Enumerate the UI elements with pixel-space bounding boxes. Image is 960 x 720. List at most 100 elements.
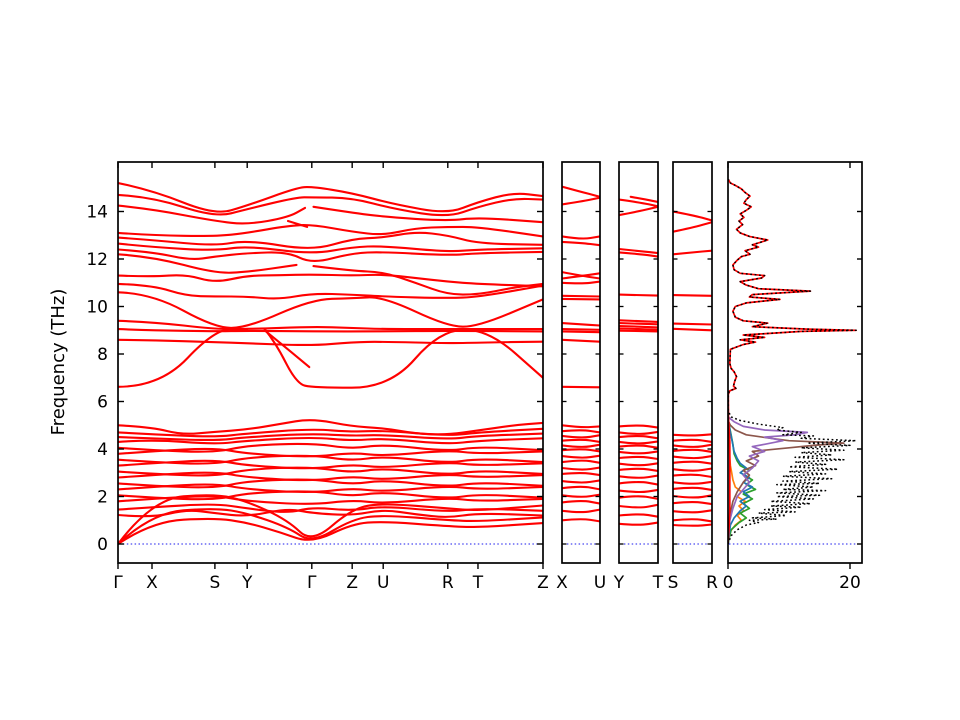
phonon-band bbox=[562, 493, 600, 498]
phonon-band bbox=[118, 248, 543, 262]
phonon-band bbox=[562, 518, 600, 523]
phonon-band bbox=[562, 472, 600, 477]
phonon-band bbox=[562, 294, 600, 298]
phonon-band bbox=[562, 235, 600, 240]
phonon-band bbox=[619, 430, 658, 435]
dos-curves bbox=[728, 178, 857, 545]
phonon-band bbox=[619, 251, 658, 258]
phonon-band bbox=[118, 494, 543, 546]
y-tick-label: 8 bbox=[97, 345, 108, 365]
phonon-band bbox=[562, 508, 600, 514]
k-point-label: Y bbox=[613, 573, 625, 593]
phonon-band bbox=[118, 436, 543, 445]
phonon-band bbox=[263, 329, 311, 369]
phonon-band bbox=[118, 253, 298, 274]
phonon-band bbox=[619, 440, 658, 445]
k-point-label: S bbox=[210, 573, 221, 593]
phonon-band bbox=[562, 438, 600, 443]
phonon-band bbox=[118, 432, 543, 442]
phonon-band bbox=[562, 338, 600, 343]
y-tick-label: 14 bbox=[86, 203, 108, 223]
phonon-band bbox=[673, 294, 712, 297]
band-lines-YT bbox=[619, 195, 658, 526]
phonon-band bbox=[619, 462, 658, 467]
phonon-band bbox=[673, 322, 712, 326]
phonon-band bbox=[619, 503, 658, 509]
phonon-band bbox=[619, 467, 658, 472]
phonon-band bbox=[118, 242, 543, 254]
k-point-label: Z bbox=[537, 573, 549, 593]
band-lines-SR bbox=[673, 210, 712, 527]
phonon-band bbox=[619, 327, 658, 331]
phonon-band bbox=[562, 429, 600, 434]
phonon-band bbox=[118, 419, 543, 436]
dos-x-tick-label: 20 bbox=[839, 573, 861, 593]
phonon-band bbox=[673, 221, 712, 233]
y-tick-label: 12 bbox=[86, 250, 108, 270]
phonon-band bbox=[118, 503, 543, 513]
k-point-label: U bbox=[594, 573, 606, 593]
phonon-band bbox=[312, 205, 543, 224]
phonon-band bbox=[118, 466, 543, 477]
panel-border-YT bbox=[618, 161, 659, 564]
phonon-band bbox=[118, 478, 543, 489]
phonon-band bbox=[118, 193, 543, 217]
k-point-label: T bbox=[652, 573, 664, 593]
phonon-band bbox=[673, 480, 712, 485]
phonon-band bbox=[673, 455, 712, 460]
phonon-band bbox=[619, 247, 658, 255]
phonon-band bbox=[673, 509, 712, 514]
phonon-band bbox=[263, 328, 543, 389]
dos-curve-total-dos bbox=[728, 179, 857, 545]
phonon-band bbox=[673, 443, 712, 448]
phonon-band bbox=[562, 196, 600, 206]
phonon-band bbox=[619, 198, 658, 208]
k-point-label: X bbox=[556, 573, 568, 593]
y-tick-label: 2 bbox=[97, 488, 108, 508]
phonon-band bbox=[619, 319, 658, 323]
phonon-band bbox=[562, 272, 600, 280]
phonon-band bbox=[619, 435, 658, 440]
phonon-band bbox=[619, 322, 658, 326]
phonon-band bbox=[629, 195, 658, 204]
phonon-band bbox=[118, 328, 249, 388]
y-tick-label: 10 bbox=[86, 298, 108, 318]
phonon-band bbox=[118, 447, 543, 458]
phonon-band bbox=[118, 459, 543, 470]
phonon-band bbox=[562, 479, 600, 484]
phonon-band bbox=[562, 330, 600, 334]
panel-border-main bbox=[117, 161, 544, 564]
phonon-band bbox=[286, 219, 309, 228]
k-point-label: Γ bbox=[113, 573, 123, 593]
phonon-band bbox=[619, 481, 658, 486]
phonon-band bbox=[312, 265, 543, 296]
phonon-band bbox=[619, 488, 658, 494]
phonon-band bbox=[619, 324, 658, 329]
phonon-band bbox=[619, 521, 658, 526]
phonon-band bbox=[673, 501, 712, 506]
phonon-band bbox=[619, 293, 658, 297]
phonon-band bbox=[118, 508, 543, 546]
phonon-band bbox=[562, 448, 600, 453]
phonon-band bbox=[673, 448, 712, 453]
phonon-band bbox=[562, 297, 600, 301]
phonon-band bbox=[118, 273, 543, 288]
phonon-band bbox=[673, 473, 712, 479]
phonon-band bbox=[562, 485, 600, 491]
phonon-band bbox=[562, 322, 600, 327]
phonon-band bbox=[118, 517, 543, 546]
phonon-band bbox=[118, 454, 543, 465]
k-point-label: R bbox=[442, 573, 454, 593]
phonon-band bbox=[562, 280, 600, 285]
k-point-label: Y bbox=[241, 573, 253, 593]
phonon-band bbox=[118, 231, 543, 249]
band-lines-main bbox=[118, 181, 543, 546]
phonon-band bbox=[619, 474, 658, 479]
phonon-band bbox=[673, 494, 712, 499]
phonon-band bbox=[118, 291, 543, 329]
phonon-band bbox=[118, 319, 543, 331]
phonon-band bbox=[118, 224, 543, 238]
phonon-band bbox=[562, 500, 600, 505]
y-tick-label: 6 bbox=[97, 393, 108, 413]
